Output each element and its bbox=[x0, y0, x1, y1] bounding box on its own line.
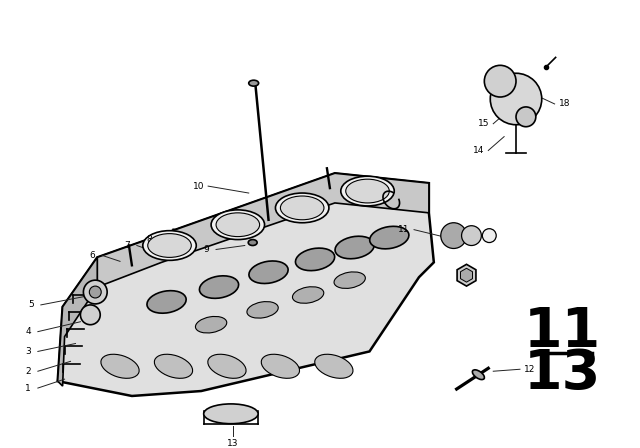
Text: 10: 10 bbox=[193, 181, 204, 190]
Ellipse shape bbox=[280, 196, 324, 220]
Circle shape bbox=[83, 280, 107, 304]
Ellipse shape bbox=[154, 354, 193, 378]
Ellipse shape bbox=[472, 370, 484, 379]
Ellipse shape bbox=[261, 354, 300, 378]
Text: 9: 9 bbox=[204, 245, 209, 254]
Text: 12: 12 bbox=[524, 365, 536, 374]
Ellipse shape bbox=[200, 276, 239, 298]
Text: 14: 14 bbox=[473, 146, 484, 155]
Circle shape bbox=[483, 228, 496, 242]
Text: 11: 11 bbox=[524, 305, 601, 359]
Ellipse shape bbox=[216, 213, 260, 237]
Ellipse shape bbox=[195, 316, 227, 333]
Text: 6: 6 bbox=[90, 251, 95, 260]
Ellipse shape bbox=[247, 302, 278, 318]
Text: 1: 1 bbox=[25, 383, 31, 392]
Circle shape bbox=[90, 286, 101, 298]
Ellipse shape bbox=[204, 404, 258, 424]
Ellipse shape bbox=[334, 272, 365, 289]
Circle shape bbox=[81, 305, 100, 325]
Ellipse shape bbox=[249, 80, 259, 86]
Ellipse shape bbox=[340, 176, 394, 206]
Circle shape bbox=[484, 65, 516, 97]
Circle shape bbox=[461, 226, 481, 246]
Ellipse shape bbox=[208, 354, 246, 378]
Circle shape bbox=[490, 73, 541, 125]
Text: 7: 7 bbox=[124, 241, 130, 250]
Ellipse shape bbox=[249, 261, 288, 284]
Ellipse shape bbox=[296, 248, 335, 271]
Ellipse shape bbox=[148, 233, 191, 258]
Text: 3: 3 bbox=[25, 347, 31, 356]
Ellipse shape bbox=[211, 210, 264, 240]
Ellipse shape bbox=[370, 226, 409, 249]
Ellipse shape bbox=[101, 354, 139, 378]
Text: 18: 18 bbox=[559, 99, 570, 108]
Text: 2: 2 bbox=[25, 367, 31, 376]
Polygon shape bbox=[97, 173, 429, 287]
Ellipse shape bbox=[143, 231, 196, 260]
Circle shape bbox=[441, 223, 467, 249]
Ellipse shape bbox=[346, 179, 389, 203]
Ellipse shape bbox=[292, 287, 324, 303]
Ellipse shape bbox=[147, 291, 186, 313]
Ellipse shape bbox=[315, 354, 353, 378]
Ellipse shape bbox=[335, 236, 374, 259]
Text: 5: 5 bbox=[28, 301, 34, 310]
Text: 13: 13 bbox=[227, 439, 239, 448]
Text: 13: 13 bbox=[524, 347, 601, 401]
Polygon shape bbox=[58, 258, 97, 386]
Circle shape bbox=[516, 107, 536, 127]
Text: 4: 4 bbox=[25, 327, 31, 336]
Text: 15: 15 bbox=[477, 119, 489, 128]
Polygon shape bbox=[58, 173, 434, 396]
Ellipse shape bbox=[275, 193, 329, 223]
Text: 11: 11 bbox=[398, 225, 410, 234]
Ellipse shape bbox=[248, 240, 257, 246]
Text: 8: 8 bbox=[147, 235, 152, 244]
